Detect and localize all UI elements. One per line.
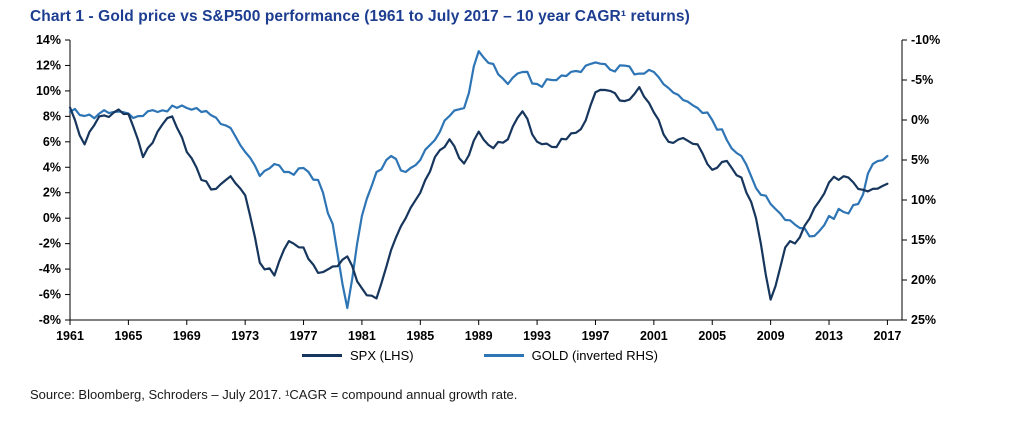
source-note: Source: Bloomberg, Schroders – July 2017… xyxy=(30,387,518,402)
x-axis-tick-label: 1985 xyxy=(406,329,434,343)
gold-series-line xyxy=(68,50,889,310)
right-axis-tick-label: -5% xyxy=(911,73,933,87)
left-axis-tick-label: 6% xyxy=(43,135,61,149)
x-axis-tick-label: 1981 xyxy=(348,329,376,343)
legend-label-spx: SPX (LHS) xyxy=(350,348,414,363)
x-axis-tick-label: 1997 xyxy=(582,329,610,343)
chart-title: Chart 1 - Gold price vs S&P500 performan… xyxy=(30,8,690,25)
right-axis-tick-label: 5% xyxy=(911,153,929,167)
legend-item-spx: SPX (LHS) xyxy=(302,348,414,363)
spx-series-line xyxy=(68,85,889,301)
left-axis-tick-label: 12% xyxy=(36,58,61,72)
x-axis-tick-label: 2013 xyxy=(815,329,843,343)
x-axis-tick-label: 1989 xyxy=(465,329,493,343)
x-axis-tick-label: 1965 xyxy=(114,329,142,343)
spx-line-swatch xyxy=(302,354,342,357)
line-chart: 14% 12% 10% 8% 6% 4% 2% 0% -2% -4% -6% -8% -10% -5% 0%… xyxy=(36,33,940,343)
left-axis-tick-label: 0% xyxy=(43,211,61,225)
left-axis-tick-label: 14% xyxy=(36,33,61,47)
x-axis-tick-label: 1977 xyxy=(290,329,318,343)
x-axis-tick-label: 2005 xyxy=(698,329,726,343)
legend-label-gold: GOLD (inverted RHS) xyxy=(531,348,658,363)
x-axis-tick-label: 2017 xyxy=(873,329,901,343)
left-axis-tick-label: 2% xyxy=(43,186,61,200)
x-axis-tick-label: 2009 xyxy=(757,329,785,343)
left-axis-tick-label: 8% xyxy=(43,109,61,123)
right-axis-tick-label: 20% xyxy=(911,273,936,287)
left-axis-tick-label: -6% xyxy=(39,288,61,302)
x-axis-tick-label: 1969 xyxy=(173,329,201,343)
gold-line-swatch xyxy=(483,354,524,357)
left-axis-tick-label: -8% xyxy=(39,313,61,327)
legend-item-gold: GOLD (inverted RHS) xyxy=(483,348,658,363)
x-axis-tick-label: 1961 xyxy=(56,329,84,343)
left-axis-tick-label: -4% xyxy=(39,262,61,276)
x-axis-tick-label: 2001 xyxy=(640,329,668,343)
right-axis-tick-label: 15% xyxy=(911,233,936,247)
x-axis-tick-label: 1993 xyxy=(523,329,551,343)
chart-legend: SPX (LHS) GOLD (inverted RHS) xyxy=(0,348,960,363)
left-axis-tick-label: 10% xyxy=(36,84,61,98)
x-axis-tick-label: 1973 xyxy=(231,329,259,343)
right-axis-tick-label: 25% xyxy=(911,313,936,327)
left-axis-tick-label: -2% xyxy=(39,237,61,251)
right-axis-tick-label: 10% xyxy=(911,193,936,207)
right-axis-tick-label: -10% xyxy=(911,33,940,47)
right-axis-tick-label: 0% xyxy=(911,113,929,127)
left-axis-tick-label: 4% xyxy=(43,160,61,174)
